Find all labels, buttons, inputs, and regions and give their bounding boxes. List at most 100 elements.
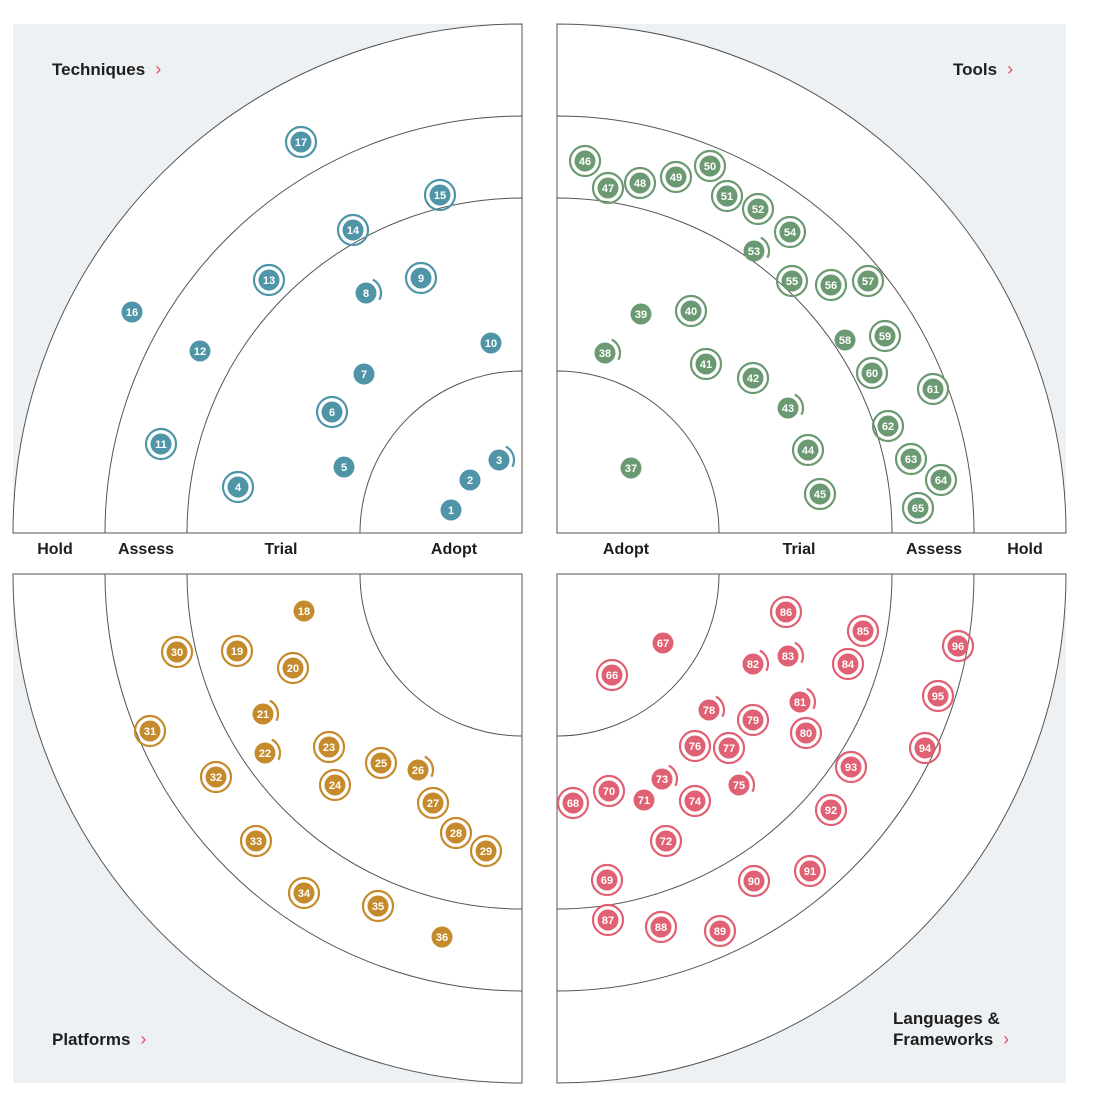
blip-77[interactable]: 77 [712,731,746,765]
blip-64[interactable]: 64 [924,463,958,497]
blip-86[interactable]: 86 [769,595,803,629]
blip-42[interactable]: 42 [736,361,770,395]
blip-3[interactable]: 3 [488,445,516,471]
blip-66[interactable]: 66 [595,658,629,692]
blip-45[interactable]: 45 [803,477,837,511]
blip-49[interactable]: 49 [659,160,693,194]
blip-53[interactable]: 53 [743,236,771,262]
blip-16[interactable]: 16 [121,301,143,323]
blip-44[interactable]: 44 [791,433,825,467]
blip-61[interactable]: 61 [916,372,950,406]
blip-27[interactable]: 27 [416,786,450,820]
blip-68[interactable]: 68 [556,786,590,820]
blip-8[interactable]: 8 [355,278,383,304]
blip-1[interactable]: 1 [440,499,462,521]
blip-40[interactable]: 40 [674,294,708,328]
blip-83[interactable]: 83 [777,641,805,667]
blip-19[interactable]: 19 [220,634,254,668]
blip-34[interactable]: 34 [287,876,321,910]
blip-47[interactable]: 47 [591,171,625,205]
blip-79[interactable]: 79 [736,703,770,737]
blip-58[interactable]: 58 [834,329,856,351]
blip-96[interactable]: 96 [941,629,975,663]
blip-38[interactable]: 38 [594,338,622,364]
blip-76[interactable]: 76 [678,729,712,763]
blip-75[interactable]: 75 [728,770,756,796]
blip-30[interactable]: 30 [160,635,194,669]
blip-85[interactable]: 85 [846,614,880,648]
blip-71[interactable]: 71 [633,789,655,811]
blip-20[interactable]: 20 [276,651,310,685]
blip-82[interactable]: 82 [742,649,770,675]
blip-88[interactable]: 88 [644,910,678,944]
blip-67[interactable]: 67 [652,632,674,654]
blip-63[interactable]: 63 [894,442,928,476]
blip-25[interactable]: 25 [364,746,398,780]
blip-87[interactable]: 87 [591,903,625,937]
blip-90[interactable]: 90 [737,864,771,898]
blip-60[interactable]: 60 [855,356,889,390]
quadrant-title-techniques[interactable]: Techniques › [52,59,161,80]
blip-22[interactable]: 22 [254,738,282,764]
blip-18[interactable]: 18 [293,600,315,622]
blip-23[interactable]: 23 [312,730,346,764]
blip-84[interactable]: 84 [831,647,865,681]
blip-41[interactable]: 41 [689,347,723,381]
blip-81[interactable]: 81 [789,687,817,713]
blip-9[interactable]: 9 [404,261,438,295]
blip-7[interactable]: 7 [353,363,375,385]
blip-31[interactable]: 31 [133,714,167,748]
blip-11[interactable]: 11 [144,427,178,461]
blip-56[interactable]: 56 [814,268,848,302]
blip-55[interactable]: 55 [775,264,809,298]
blip-5[interactable]: 5 [333,456,355,478]
blip-21[interactable]: 21 [252,699,280,725]
blip-89[interactable]: 89 [703,914,737,948]
blip-36[interactable]: 36 [431,926,453,948]
quadrant-title-tools[interactable]: Tools › [953,59,1013,80]
blip-6[interactable]: 6 [315,395,349,429]
blip-37[interactable]: 37 [620,457,642,479]
blip-65[interactable]: 65 [901,491,935,525]
blip-91[interactable]: 91 [793,854,827,888]
quadrant-title-platforms[interactable]: Platforms › [52,1029,146,1050]
blip-39[interactable]: 39 [630,303,652,325]
blip-17[interactable]: 17 [284,125,318,159]
blip-69[interactable]: 69 [590,863,624,897]
blip-46[interactable]: 46 [568,144,602,178]
blip-80[interactable]: 80 [789,716,823,750]
blip-29[interactable]: 29 [469,834,503,868]
blip-28[interactable]: 28 [439,816,473,850]
blip-35[interactable]: 35 [361,889,395,923]
blip-78[interactable]: 78 [698,695,726,721]
blip-94[interactable]: 94 [908,731,942,765]
blip-4[interactable]: 4 [221,470,255,504]
blip-15[interactable]: 15 [423,178,457,212]
blip-26[interactable]: 26 [407,755,435,781]
blip-50[interactable]: 50 [693,149,727,183]
blip-14[interactable]: 14 [336,213,370,247]
blip-92[interactable]: 92 [814,793,848,827]
blip-74[interactable]: 74 [678,784,712,818]
blip-24[interactable]: 24 [318,768,352,802]
blip-33[interactable]: 33 [239,824,273,858]
blip-12[interactable]: 12 [189,340,211,362]
blip-93[interactable]: 93 [834,750,868,784]
blip-57[interactable]: 57 [851,264,885,298]
blip-59[interactable]: 59 [868,319,902,353]
blip-51[interactable]: 51 [710,179,744,213]
blip-43[interactable]: 43 [777,393,805,419]
blip-62[interactable]: 62 [871,409,905,443]
blip-52[interactable]: 52 [741,192,775,226]
blip-48[interactable]: 48 [623,166,657,200]
blip-95[interactable]: 95 [921,679,955,713]
blip-70[interactable]: 70 [592,774,626,808]
blip-73[interactable]: 73 [651,764,679,790]
blip-2[interactable]: 2 [459,469,481,491]
blip-54[interactable]: 54 [773,215,807,249]
blip-13[interactable]: 13 [252,263,286,297]
blip-10[interactable]: 10 [480,332,502,354]
quadrant-title-languages[interactable]: Languages & Frameworks › [893,1009,1009,1050]
blip-72[interactable]: 72 [649,824,683,858]
blip-32[interactable]: 32 [199,760,233,794]
